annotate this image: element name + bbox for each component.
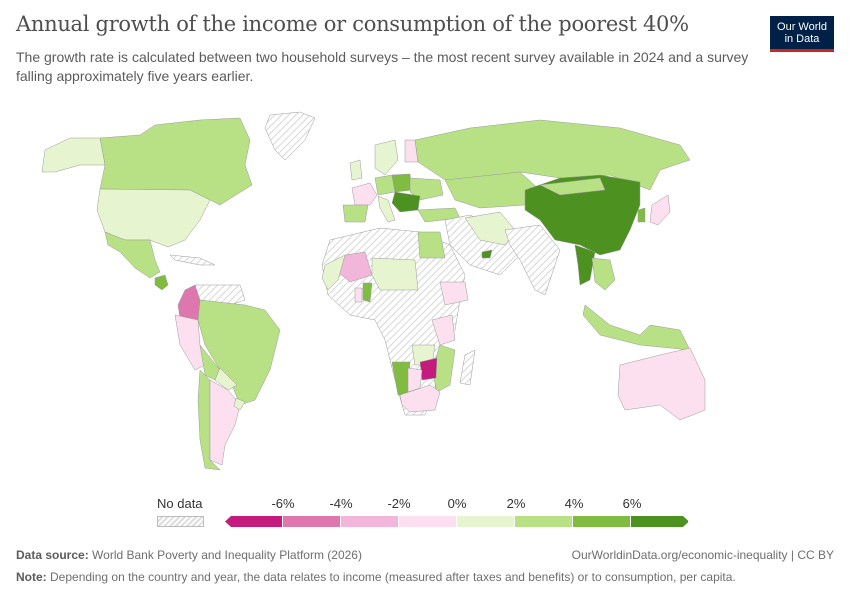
legend-tick: 0%	[447, 496, 467, 511]
region-west-africa[interactable]	[321, 254, 346, 291]
region-ukraine[interactable]	[409, 177, 444, 201]
region-italy[interactable]	[377, 195, 396, 223]
region-romania[interactable]	[391, 191, 421, 213]
owid-logo[interactable]: Our World in Data	[770, 16, 834, 52]
legend-bin[interactable]	[399, 516, 457, 527]
credit-link[interactable]: OurWorldinData.org/economic-inequality |…	[571, 548, 834, 562]
chart-title: Annual growth of the income or consumpti…	[16, 12, 689, 36]
region-madagascar[interactable]	[459, 349, 476, 386]
source-link[interactable]: World Bank Poverty and Inequality Platfo…	[92, 548, 362, 562]
legend-bin[interactable]	[573, 516, 631, 527]
region-myanmar[interactable]	[574, 244, 596, 286]
note-text: Depending on the country and year, the d…	[50, 570, 736, 584]
region-china[interactable]	[524, 174, 641, 256]
region-france[interactable]	[351, 182, 378, 206]
region-ghana[interactable]	[354, 287, 363, 303]
region-japan[interactable]	[649, 194, 671, 226]
region-zimbabwe[interactable]	[419, 357, 438, 381]
legend-tick: -6%	[271, 496, 295, 511]
legend-tick: 4%	[564, 496, 584, 511]
region-indonesia[interactable]	[582, 304, 691, 351]
region-mexico[interactable]	[104, 231, 161, 279]
region-uruguay[interactable]	[233, 397, 246, 411]
legend-color-bar	[225, 516, 689, 527]
logo-line-2: in Data	[784, 32, 820, 45]
region-thailand[interactable]	[591, 257, 616, 291]
region-india[interactable]	[504, 224, 561, 296]
region-venezuela[interactable]	[194, 284, 246, 306]
note-label: Note:	[16, 570, 47, 584]
legend-tick: 6%	[622, 496, 642, 511]
region-alaska[interactable]	[41, 137, 106, 173]
no-data-swatch[interactable]	[157, 516, 204, 527]
region-ethiopia[interactable]	[439, 281, 469, 306]
region-germany[interactable]	[374, 174, 396, 196]
legend-bin[interactable]	[283, 516, 341, 527]
region-united-states[interactable]	[96, 188, 211, 248]
source-label: Data source:	[16, 548, 89, 562]
region-caribbean[interactable]	[169, 254, 216, 266]
region-mongolia[interactable]	[539, 177, 606, 196]
chart-note: Note: Depending on the country and year,…	[16, 570, 736, 584]
region-poland[interactable]	[391, 173, 413, 193]
region-botswana[interactable]	[407, 367, 423, 393]
region-spain[interactable]	[342, 204, 369, 223]
legend-bin[interactable]	[225, 516, 283, 527]
region-tanzania[interactable]	[431, 314, 456, 346]
region-korea[interactable]	[637, 207, 646, 223]
data-source: Data source: World Bank Poverty and Ineq…	[16, 548, 362, 562]
legend-bin[interactable]	[457, 516, 515, 527]
world-map[interactable]	[0, 100, 850, 490]
region-brazil[interactable]	[197, 299, 281, 406]
region-niger-chad[interactable]	[371, 257, 419, 291]
legend-bin[interactable]	[341, 516, 399, 527]
region-central-america[interactable]	[154, 274, 169, 291]
region-uk[interactable]	[349, 159, 363, 181]
logo-line-1: Our World	[777, 20, 827, 33]
region-scandinavia[interactable]	[374, 139, 399, 176]
legend-bin[interactable]	[515, 516, 573, 527]
region-greenland[interactable]	[264, 111, 316, 161]
legend-tick: -4%	[329, 496, 353, 511]
region-egypt[interactable]	[417, 231, 446, 259]
legend-tick: -2%	[387, 496, 411, 511]
region-argentina[interactable]	[209, 379, 241, 466]
region-nigeria[interactable]	[362, 282, 373, 303]
chart-subtitle: The growth rate is calculated between tw…	[16, 49, 749, 84]
region-uae[interactable]	[481, 249, 493, 259]
legend-bin[interactable]	[631, 516, 689, 527]
no-data-label: No data	[157, 496, 203, 511]
legend-tick: 2%	[506, 496, 526, 511]
region-south-africa[interactable]	[399, 384, 441, 413]
region-australia[interactable]	[617, 347, 706, 421]
color-legend: No data -6% -4% -2% 0% 2% 4% 6%	[150, 496, 710, 536]
